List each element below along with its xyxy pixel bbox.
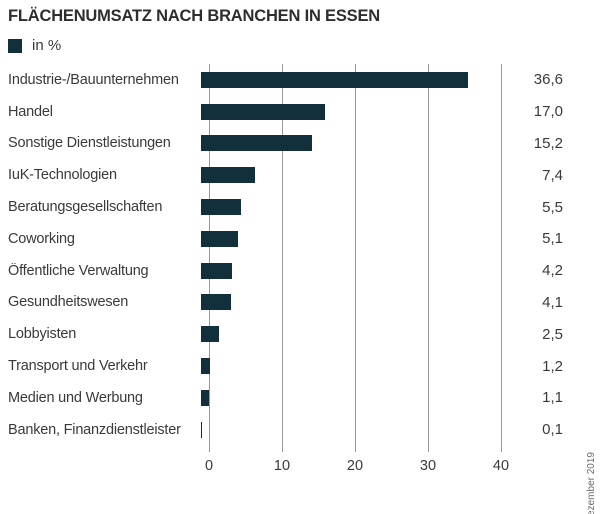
category-label: Öffentliche Verwaltung xyxy=(8,262,149,279)
value-label: 0,1 xyxy=(542,421,563,439)
value-label: 4,2 xyxy=(542,262,563,280)
value-label: 1,2 xyxy=(542,357,563,375)
chart-rows: Industrie-/Bauunternehmen 36,6 Handel 17,0 S… xyxy=(0,64,600,446)
value-label: 2,5 xyxy=(542,325,563,343)
x-axis-tick-label: 10 xyxy=(273,458,291,474)
copyright-note: © BNP Paribas Real Estate GmbH, 31. Deze… xyxy=(586,452,597,514)
chart-row: Handel 17,0 xyxy=(0,96,600,128)
category-label: Transport und Verkehr xyxy=(8,358,148,375)
chart-row: Coworking 5,1 xyxy=(0,223,600,255)
category-label: Handel xyxy=(8,103,53,120)
bar xyxy=(201,71,469,88)
bar xyxy=(201,358,210,375)
chart-row: Banken, Finanzdienstleister 0,1 xyxy=(0,414,600,446)
x-axis-tick-label: 20 xyxy=(346,458,364,474)
value-label: 4,1 xyxy=(542,293,563,311)
bar xyxy=(201,103,326,120)
bar-track xyxy=(201,199,501,216)
bar xyxy=(201,167,256,184)
bar xyxy=(201,230,239,247)
chart-row: Beratungsgesellschaften 5,5 xyxy=(0,191,600,223)
category-label: Industrie-/Bauunternehmen xyxy=(8,71,179,88)
value-label: 36,6 xyxy=(533,71,563,89)
bar xyxy=(201,326,220,343)
bar-track xyxy=(201,135,501,152)
chart-title: FLÄCHENUMSATZ NACH BRANCHEN IN ESSEN xyxy=(8,7,380,25)
category-label: Coworking xyxy=(8,230,75,247)
x-axis-tick-label: 0 xyxy=(204,458,214,474)
bar-track xyxy=(201,421,501,438)
chart-row: Industrie-/Bauunternehmen 36,6 xyxy=(0,64,600,96)
value-label: 17,0 xyxy=(533,103,563,121)
chart-row: Öffentliche Verwaltung 4,2 xyxy=(0,255,600,287)
bar xyxy=(201,135,312,152)
x-axis-tick-label: 40 xyxy=(492,458,510,474)
chart-row: Lobbyisten 2,5 xyxy=(0,318,600,350)
bar-chart: Industrie-/Bauunternehmen 36,6 Handel 17,0 S… xyxy=(0,64,600,474)
bar-track xyxy=(201,71,501,88)
bar-track xyxy=(201,326,501,343)
bar-track xyxy=(201,103,501,120)
chart-row: Gesundheitswesen 4,1 xyxy=(0,287,600,319)
chart-row: Transport und Verkehr 1,2 xyxy=(0,350,600,382)
legend: in % xyxy=(8,37,61,54)
legend-label: in % xyxy=(32,37,62,54)
bar xyxy=(201,389,210,406)
category-label: Gesundheitswesen xyxy=(8,294,129,311)
value-label: 5,1 xyxy=(542,230,563,248)
chart-row: Medien und Werbung 1,1 xyxy=(0,382,600,414)
category-label: Sonstige Dienstleistungen xyxy=(8,135,171,152)
x-axis: 0 10 20 30 40 xyxy=(205,458,510,480)
x-axis-tick-label: 30 xyxy=(419,458,437,474)
category-label: Banken, Finanzdienstleister xyxy=(8,421,181,438)
value-label: 15,2 xyxy=(533,134,563,152)
category-label: Lobbyisten xyxy=(8,326,77,343)
category-label: Medien und Werbung xyxy=(8,389,143,406)
bar-track xyxy=(201,167,501,184)
bar-track xyxy=(201,358,501,375)
bar xyxy=(201,199,242,216)
value-label: 5,5 xyxy=(542,198,563,216)
value-label: 7,4 xyxy=(542,166,563,184)
chart-row: Sonstige Dienstleistungen 15,2 xyxy=(0,128,600,160)
bar xyxy=(201,421,202,438)
chart-row: IuK-Technologien 7,4 xyxy=(0,159,600,191)
bar-track xyxy=(201,262,501,279)
bar-track xyxy=(201,389,501,406)
legend-swatch xyxy=(8,38,22,53)
category-label: IuK-Technologien xyxy=(8,167,117,184)
bar-track xyxy=(201,230,501,247)
value-label: 1,1 xyxy=(542,389,563,407)
bar-track xyxy=(201,294,501,311)
bar xyxy=(201,262,232,279)
category-label: Beratungsgesellschaften xyxy=(8,199,163,216)
bar xyxy=(201,294,231,311)
